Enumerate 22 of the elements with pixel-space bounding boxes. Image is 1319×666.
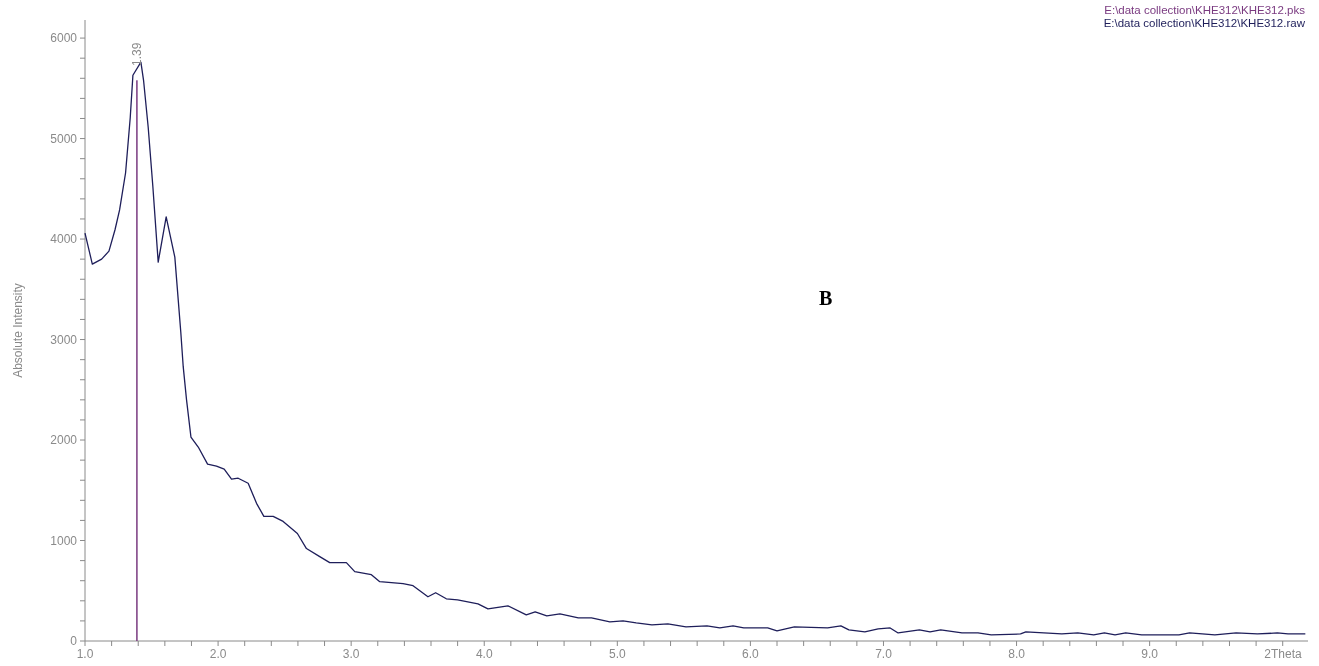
- x-tick-label: 4.0: [475, 647, 493, 661]
- x-tick-label: 5.0: [608, 647, 626, 661]
- y-tick-label: 3000: [50, 332, 78, 347]
- y-tick-label: 4000: [50, 232, 78, 247]
- y-tick-label: 0: [70, 634, 78, 648]
- y-tick-label: 6000: [50, 31, 78, 46]
- x-axis-title: 2Theta: [1264, 647, 1303, 661]
- y-tick-label: 2000: [50, 433, 78, 448]
- text: E:\data collection\KHE312\KHE312.pks: [1104, 4, 1306, 16]
- x-tick-label: 2.0: [209, 647, 227, 661]
- x-tick-label: 9.0: [1141, 647, 1159, 661]
- annotation: B: [819, 287, 833, 310]
- text: E:\data collection\KHE312\KHE312.raw: [1103, 17, 1306, 29]
- y-tick-label: 1000: [50, 533, 78, 548]
- x-tick-label: 1.0: [76, 647, 94, 661]
- annotation: 1.39: [129, 42, 144, 66]
- y-tick-label: 5000: [50, 131, 78, 146]
- x-tick-label: 6.0: [742, 647, 760, 661]
- x-tick-label: 3.0: [342, 647, 360, 661]
- x-tick-label: 8.0: [1008, 647, 1026, 661]
- x-tick-label: 7.0: [875, 647, 893, 661]
- y-axis-title: Absolute Intensity: [11, 283, 25, 378]
